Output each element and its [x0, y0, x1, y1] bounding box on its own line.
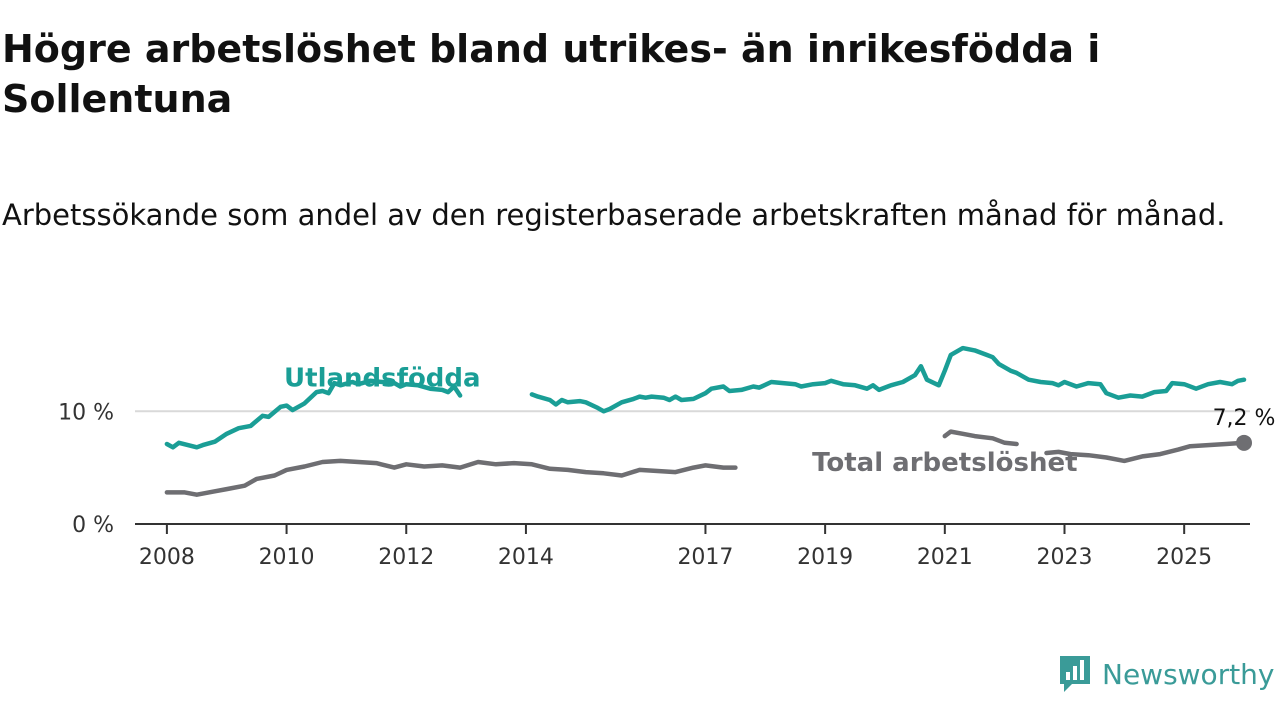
chart-title: Högre arbetslöshet bland utrikes- än inr… — [2, 27, 1101, 121]
brand-logo: Newsworthy — [1058, 652, 1275, 696]
series-label-0: Utlandsfödda — [284, 363, 481, 393]
y-tick-label-1: 10 % — [58, 400, 114, 425]
x-tick-label-3: 2014 — [498, 545, 554, 570]
chart-subtitle: Arbetssökande som andel av den registerb… — [2, 198, 1226, 232]
x-tick-label-0: 2008 — [139, 545, 195, 570]
series-1-line-segment-2 — [1044, 440, 1247, 464]
x-tick-label-6: 2021 — [917, 545, 973, 570]
series-1-line-segment-1 — [942, 429, 1019, 447]
x-tick-label-1: 2010 — [259, 545, 315, 570]
series-1-end-marker — [1236, 434, 1253, 451]
brand-name: Newsworthy — [1102, 657, 1275, 691]
x-tick-label-4: 2017 — [677, 545, 733, 570]
series-0-line-segment-1 — [529, 345, 1247, 414]
bar-chart-speech-bubble-icon — [1060, 656, 1090, 692]
x-tick-label-2: 2012 — [378, 545, 434, 570]
x-tick-label-7: 2023 — [1036, 545, 1092, 570]
y-tick-label-0: 0 % — [72, 513, 114, 538]
series-0-line-segment-0 — [164, 378, 463, 450]
x-tick-label-5: 2019 — [797, 545, 853, 570]
series-1-line-segment-0 — [164, 458, 738, 497]
series-label-1: Total arbetslöshet — [812, 448, 1077, 478]
series-1-end-value-label: 7,2 % — [1213, 406, 1276, 431]
x-tick-label-8: 2025 — [1156, 545, 1212, 570]
